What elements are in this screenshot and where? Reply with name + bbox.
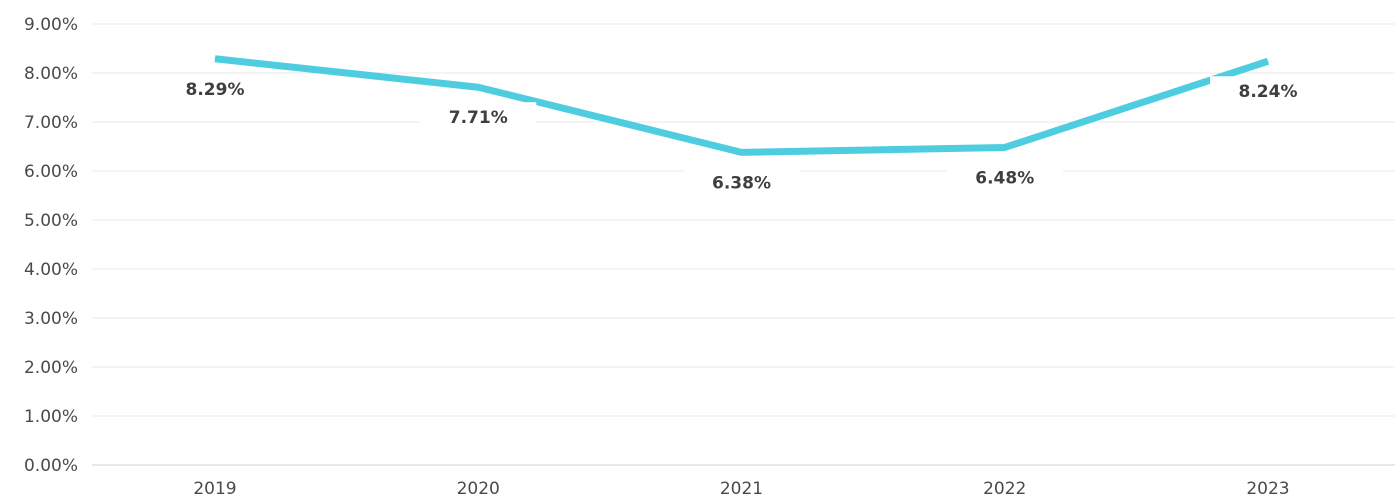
- data-label: 6.48%: [975, 168, 1034, 188]
- data-label-background: [683, 167, 800, 198]
- data-label: 8.24%: [1239, 82, 1298, 102]
- data-point: [477, 86, 479, 88]
- data-label-background: [1210, 76, 1326, 107]
- data-point: [741, 151, 742, 153]
- data-label: 7.71%: [449, 108, 508, 128]
- x-tick-label: 2022: [983, 479, 1026, 499]
- x-tick-label: 2023: [1246, 479, 1289, 499]
- y-tick-label: 5.00%: [24, 211, 78, 231]
- y-tick-label: 1.00%: [24, 407, 78, 427]
- x-tick-label: 2019: [193, 479, 236, 499]
- data-labels: 8.29% 7.71% 6.38% 6.48% 8.24%: [157, 73, 1326, 198]
- series-layer: [214, 55, 1270, 156]
- data-point: [214, 58, 216, 60]
- y-axis-ticks: 0.00% 1.00% 2.00% 3.00% 4.00% 5.00% 6.00% 7.00%…: [24, 15, 78, 476]
- data-label: 6.38%: [712, 173, 771, 193]
- data-label-background: [157, 73, 273, 104]
- y-tick-label: 0.00%: [24, 456, 78, 476]
- y-tick-label: 4.00%: [24, 260, 78, 280]
- data-label-background: [420, 102, 537, 133]
- grid-lines: [92, 23, 1395, 466]
- data-point: [1004, 146, 1006, 148]
- data-point: [1267, 60, 1269, 62]
- y-tick-label: 8.00%: [24, 64, 78, 84]
- x-tick-label: 2020: [457, 479, 500, 499]
- y-tick-label: 6.00%: [24, 162, 78, 182]
- x-tick-label: 2021: [720, 479, 763, 499]
- data-label: 8.29%: [186, 80, 245, 100]
- data-label-background: [946, 162, 1063, 193]
- y-tick-label: 2.00%: [24, 358, 78, 378]
- y-tick-label: 3.00%: [24, 309, 78, 329]
- y-tick-label: 7.00%: [24, 113, 78, 133]
- x-axis-ticks: 2019 2020 2021 2022 2023: [193, 479, 1289, 499]
- y-tick-label: 9.00%: [24, 15, 78, 35]
